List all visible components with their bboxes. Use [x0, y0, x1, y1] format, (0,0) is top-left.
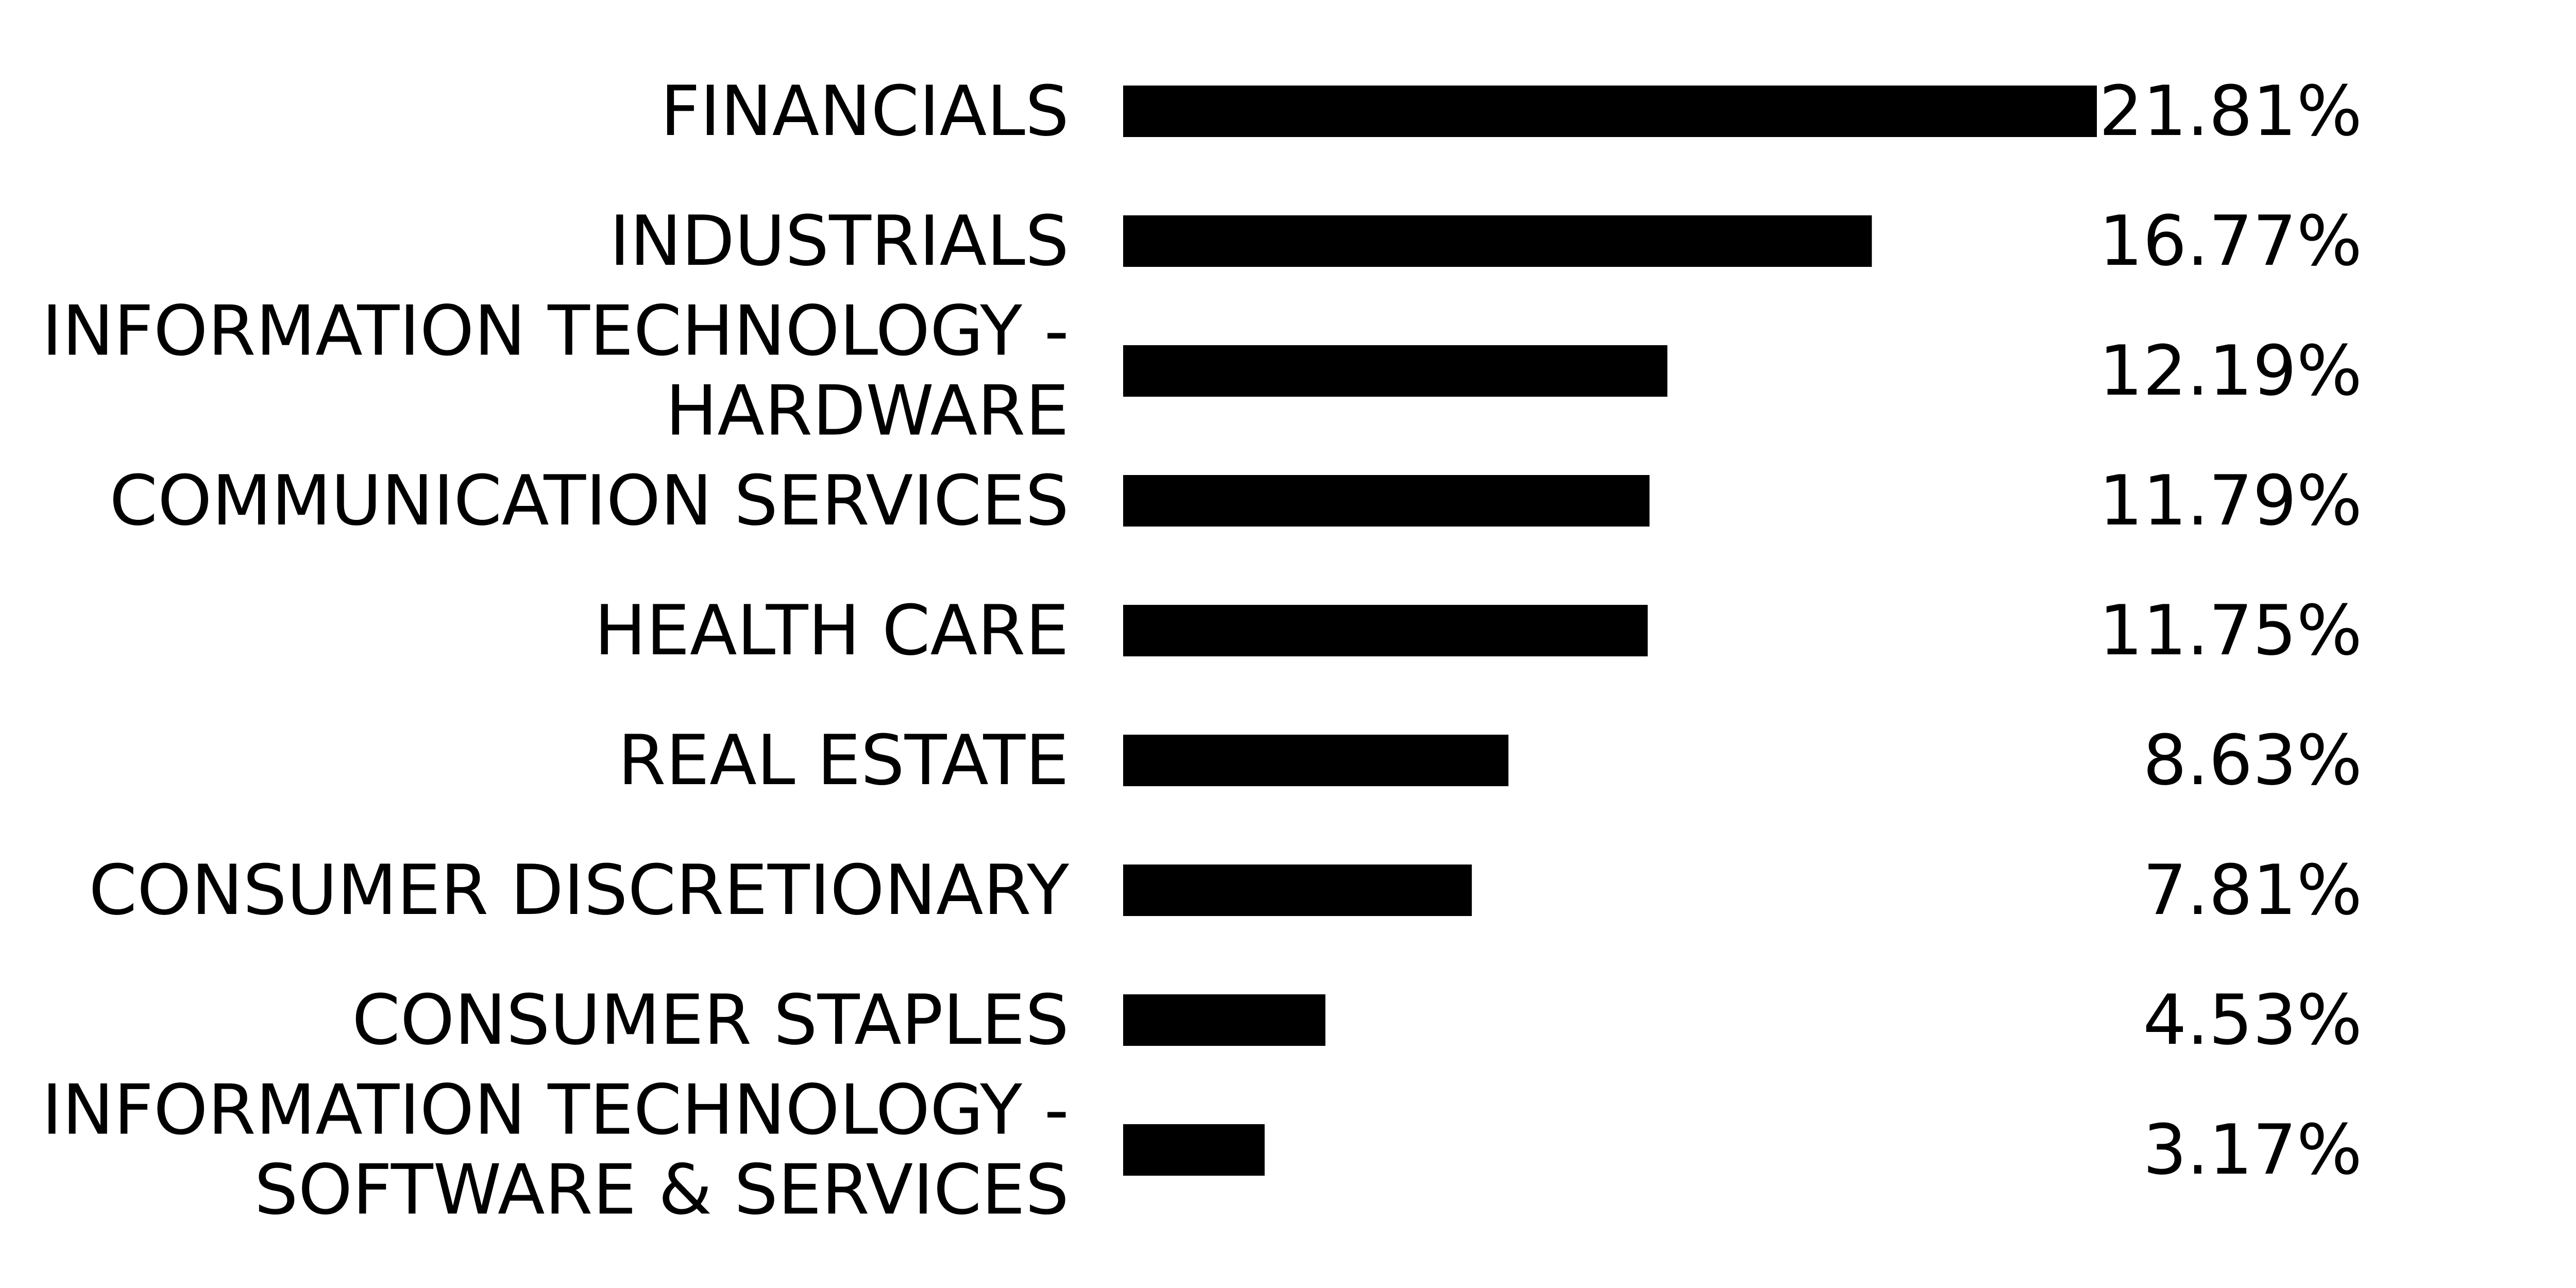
bar [1123, 865, 1472, 916]
category-label: REAL ESTATE [618, 720, 1069, 801]
category-label: CONSUMER STAPLES [352, 980, 1069, 1060]
bar [1123, 86, 2097, 137]
value-label: 11.75% [2099, 590, 2362, 671]
bar [1123, 345, 1668, 397]
category-label: FINANCIALS [660, 71, 1069, 151]
category-label: HEALTH CARE [594, 590, 1069, 671]
value-label: 12.19% [2099, 331, 2362, 411]
bars-group [1123, 86, 2097, 1176]
bar [1123, 1124, 1265, 1176]
value-label: 8.63% [2143, 720, 2362, 801]
bar [1123, 994, 1326, 1046]
value-label: 11.79% [2099, 461, 2362, 541]
category-label: SOFTWARE & SERVICES [255, 1150, 1069, 1230]
category-label: INDUSTRIALS [609, 201, 1069, 281]
category-label: COMMUNICATION SERVICES [109, 461, 1069, 541]
value-label: 3.17% [2143, 1110, 2362, 1190]
bar [1123, 215, 1872, 267]
value-label: 21.81% [2099, 71, 2362, 151]
bar [1123, 735, 1509, 786]
category-labels-group: FINANCIALS INDUSTRIALS INFORMATION TECHNOL… [42, 71, 1070, 1230]
category-label: HARDWARE [666, 371, 1069, 451]
bar [1123, 475, 1650, 527]
value-label: 4.53% [2143, 980, 2362, 1060]
value-labels-group: 21.81% 16.77% 12.19% 11.79% 11.75% 8.63% 7.81%… [2099, 71, 2362, 1190]
value-label: 16.77% [2099, 201, 2362, 281]
category-label: CONSUMER DISCRETIONARY [89, 850, 1070, 930]
bar [1123, 605, 1648, 656]
category-label: INFORMATION TECHNOLOGY - [42, 1070, 1069, 1150]
category-label: INFORMATION TECHNOLOGY - [42, 291, 1069, 371]
value-label: 7.81% [2143, 850, 2362, 930]
